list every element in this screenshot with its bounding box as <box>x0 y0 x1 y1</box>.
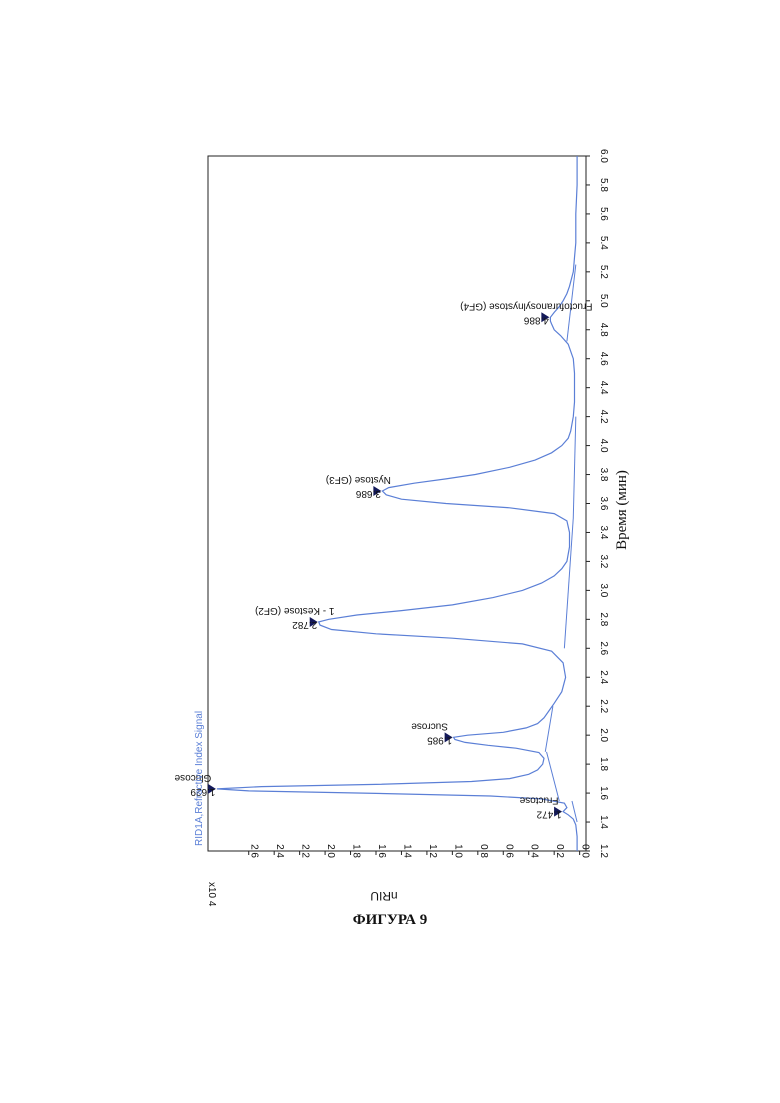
peak-baselines <box>545 265 577 822</box>
peak-time-label: 1.985 <box>427 734 452 745</box>
x-tick-label: 4.0 <box>598 439 609 453</box>
peak-time-label: 1.472 <box>536 809 561 820</box>
y-tick-label: 2.6 <box>249 844 260 858</box>
x-tick-label: 1.4 <box>598 815 609 829</box>
x-tick-label: 4.8 <box>598 323 609 337</box>
x-tick-label: 5.6 <box>598 207 609 221</box>
x-tick-label: 2.8 <box>598 612 609 626</box>
plot-frame <box>208 156 586 851</box>
y-tick-label: 1.0 <box>452 844 463 858</box>
baseline-segment <box>547 752 560 801</box>
y-tick-label: 1.2 <box>427 844 438 858</box>
baseline-segment <box>545 706 553 752</box>
peak-name-label: Glucose <box>174 772 211 783</box>
y-tick-label: 2.0 <box>325 844 336 858</box>
y-tick-label: 1.8 <box>351 844 362 858</box>
x-tick-label: 5.0 <box>598 294 609 308</box>
peak-name-label: Fructose <box>519 795 558 806</box>
x-tick-label: 3.0 <box>598 583 609 597</box>
x-tick-label: 1.8 <box>598 757 609 771</box>
x-tick-label: 4.4 <box>598 381 609 395</box>
signal-line <box>217 156 577 851</box>
x-tick-label: 1.6 <box>598 786 609 800</box>
x-axis-label: Время (мин) <box>614 470 630 550</box>
x-tick-label: 6.0 <box>598 149 609 163</box>
baseline-segment <box>573 417 576 518</box>
peak-time-label: 4.886 <box>523 314 548 325</box>
peak-name-label: 1 - Kestose (GF2) <box>255 605 334 616</box>
x-tick-label: 3.6 <box>598 497 609 511</box>
x-tick-label: 3.4 <box>598 526 609 540</box>
x-tick-label: 3.8 <box>598 468 609 482</box>
peak-name-label: Nystose (GF3) <box>326 474 391 485</box>
peak-time-label: 2.782 <box>292 619 317 630</box>
peak-time-label: 3.686 <box>355 488 380 499</box>
x-tick-label: 4.6 <box>598 352 609 366</box>
y-tick-label: 0.6 <box>503 844 514 858</box>
peak-annotations: 1.472Fructose1.629Glucose1.985Sucrose2.7… <box>174 300 592 819</box>
y-tick-label: 0.4 <box>529 844 540 858</box>
y-tick-label: 1.6 <box>376 844 387 858</box>
y-tick-label: 1.4 <box>401 844 412 858</box>
y-tick-label: 0.8 <box>478 844 489 858</box>
x-tick-label: 2.4 <box>598 670 609 684</box>
x-tick-label: 4.2 <box>598 410 609 424</box>
x-tick-label: 2.2 <box>598 699 609 713</box>
y-multiplier: x10 4 <box>206 882 217 907</box>
y-axis-label: nRIU <box>370 889 397 903</box>
x-tick-label: 5.8 <box>598 178 609 192</box>
peak-name-label: Sucrose <box>411 720 448 731</box>
x-tick-label: 2.0 <box>598 728 609 742</box>
y-tick-label: 2.2 <box>300 844 311 858</box>
x-tick-label: 3.2 <box>598 554 609 568</box>
signal-label: RID1A,Refractive Index Signal <box>194 711 205 846</box>
x-tick-label: 5.4 <box>598 236 609 250</box>
x-tick-label: 1.2 <box>598 844 609 858</box>
baseline-segment <box>564 518 573 648</box>
x-axis-ticks: 1.2 1.4 1.6 1.8 2.0 2.2 2.4 2.6 2.8 3.0 3.2 3.4 3.6 3… <box>586 149 609 858</box>
peak-name-label: Fructofuranosylnystose (GF4) <box>460 300 592 311</box>
figure-caption: ФИГУРА 9 <box>0 912 780 929</box>
y-tick-label: 0.2 <box>554 844 565 858</box>
x-tick-label: 5.2 <box>598 265 609 279</box>
y-tick-label: 2.4 <box>274 844 285 858</box>
x-tick-label: 2.6 <box>598 641 609 655</box>
